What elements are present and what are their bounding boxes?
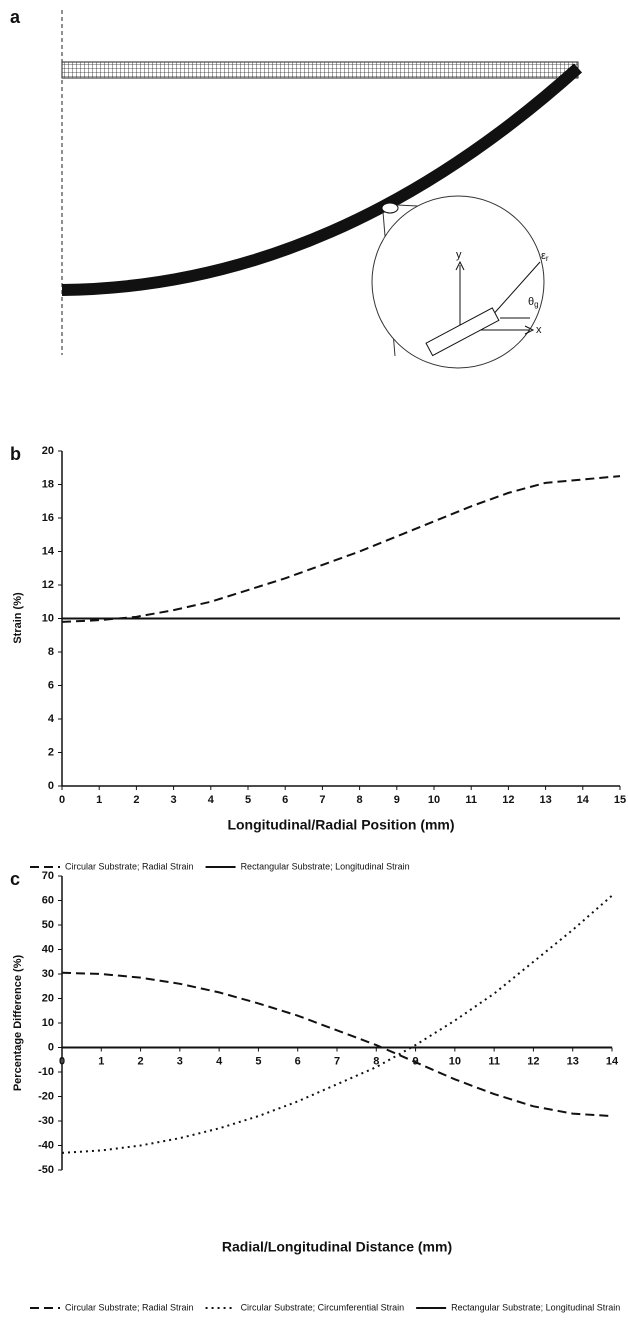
panel-label: c — [10, 869, 20, 889]
x-axis-label: Longitudinal/Radial Position (mm) — [227, 817, 454, 833]
x-tick-label: 3 — [177, 1055, 183, 1067]
y-tick-label: 20 — [42, 992, 54, 1004]
legend-label: Circular Substrate; Radial Strain — [65, 1302, 194, 1312]
legend-label: Circular Substrate; Circumferential Stra… — [241, 1302, 405, 1312]
y-tick-label: 50 — [42, 919, 54, 931]
x-tick-label: 5 — [245, 794, 251, 806]
y-tick-label: -40 — [38, 1139, 54, 1151]
legend-label: Rectangular Substrate; Longitudinal Stra… — [241, 861, 410, 871]
x-tick-label: 14 — [606, 1055, 619, 1067]
y-tick-label: 0 — [48, 1041, 54, 1053]
y-tick-label: 70 — [42, 870, 54, 882]
gauge — [425, 307, 500, 357]
y-tick-label: 0 — [48, 780, 54, 792]
y-tick-label: -30 — [38, 1115, 54, 1127]
subscript: g — [534, 300, 538, 309]
x-tick-label: 7 — [319, 794, 325, 806]
x-tick-label: 9 — [394, 794, 400, 806]
zoom-circle — [371, 195, 545, 369]
y-tick-label: 6 — [48, 679, 54, 691]
axis-label: y — [456, 249, 462, 261]
rectangular-substrate — [61, 61, 579, 79]
y-tick-label: 10 — [42, 612, 54, 624]
x-tick-label: 8 — [357, 794, 363, 806]
x-tick-label: 13 — [539, 794, 551, 806]
y-tick-label: 40 — [42, 943, 54, 955]
x-tick-label: 7 — [334, 1055, 340, 1067]
circular-substrate — [61, 63, 583, 296]
x-tick-label: 1 — [96, 794, 102, 806]
legend-label: Circular Substrate; Radial Strain — [65, 861, 194, 871]
x-tick-label: 5 — [255, 1055, 261, 1067]
arrow-head — [524, 325, 535, 335]
x-tick-label: 6 — [295, 1055, 301, 1067]
angle-label: θg — [528, 296, 539, 309]
series-line — [61, 971, 613, 1118]
y-axis-label: Strain (%) — [12, 592, 24, 644]
panel-label: a — [10, 7, 21, 27]
x-tick-label: 14 — [577, 794, 590, 806]
y-tick-label: -20 — [38, 1090, 54, 1102]
diagram: a y x εr θg — [10, 7, 583, 369]
arrow-head — [455, 260, 465, 271]
series-line — [61, 894, 613, 1154]
legend-label: Rectangular Substrate; Longitudinal Stra… — [451, 1302, 620, 1312]
axis-label: x — [536, 324, 542, 336]
y-tick-label: 14 — [42, 545, 55, 557]
x-tick-label: 2 — [138, 1055, 144, 1067]
y-tick-label: 10 — [42, 1017, 54, 1029]
y-tick-label: 60 — [42, 894, 54, 906]
y-tick-label: -50 — [38, 1164, 54, 1176]
x-tick-label: 12 — [527, 1055, 539, 1067]
x-tick-label: 11 — [488, 1055, 500, 1067]
x-tick-label: 13 — [567, 1055, 579, 1067]
element — [381, 202, 399, 214]
strain-arrow — [489, 261, 541, 319]
y-tick-label: 16 — [42, 512, 54, 524]
x-tick-label: 10 — [428, 794, 440, 806]
y-tick-label: 2 — [48, 746, 54, 758]
symbol: ε — [541, 250, 546, 262]
y-tick-label: 12 — [42, 579, 54, 591]
strain-label: εr — [541, 250, 549, 263]
y-tick-label: 18 — [42, 478, 54, 490]
x-tick-label: 15 — [614, 794, 626, 806]
y-axis-label: Percentage Difference (%) — [12, 955, 24, 1092]
x-tick-label: 4 — [208, 794, 215, 806]
x-tick-label: 11 — [465, 794, 477, 806]
x-tick-label: 8 — [373, 1055, 379, 1067]
y-tick-label: 30 — [42, 968, 54, 980]
x-tick-label: 4 — [216, 1055, 223, 1067]
x-tick-label: 1 — [98, 1055, 104, 1067]
x-tick-label: 6 — [282, 794, 288, 806]
subscript: r — [546, 254, 549, 263]
x-tick-label: 12 — [502, 794, 514, 806]
x-tick-label: 10 — [449, 1055, 461, 1067]
x-tick-label: 0 — [59, 1055, 65, 1067]
x-axis-label: Radial/Longitudinal Distance (mm) — [222, 1239, 452, 1255]
y-tick-label: 4 — [48, 713, 55, 725]
x-tick-label: 3 — [171, 794, 177, 806]
y-tick-label: 8 — [48, 646, 54, 658]
x-tick-label: 2 — [133, 794, 139, 806]
x-tick-label: 0 — [59, 794, 65, 806]
y-tick-label: 20 — [42, 445, 54, 457]
panel-label: b — [10, 444, 21, 464]
y-tick-label: -10 — [38, 1066, 54, 1078]
symbol: θ — [528, 296, 534, 308]
series-line — [61, 475, 621, 623]
